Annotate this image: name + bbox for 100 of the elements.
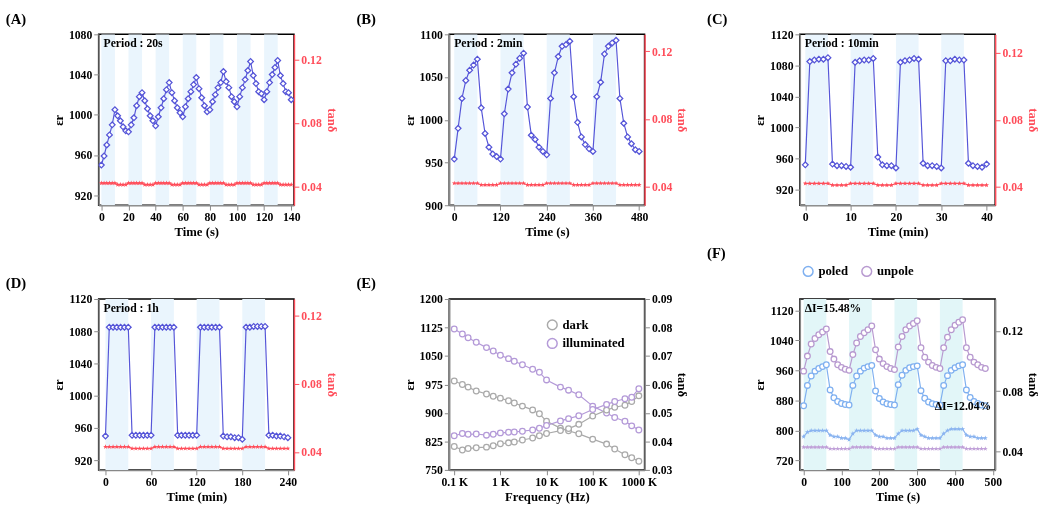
point xyxy=(853,372,861,380)
x-tick-label: 120 xyxy=(255,211,274,225)
point xyxy=(826,386,834,394)
y2-axis-title: tanδ xyxy=(1025,108,1040,133)
point xyxy=(902,326,910,334)
point xyxy=(945,428,950,433)
y-axis-title: εr xyxy=(51,114,66,126)
point xyxy=(983,160,991,168)
point xyxy=(589,147,597,155)
y2-axis-title: tanδ xyxy=(1025,372,1040,398)
x-tick-label: 0 xyxy=(98,211,105,225)
point xyxy=(962,386,970,394)
point xyxy=(462,77,470,84)
y-axis-title: εr xyxy=(402,114,417,126)
point xyxy=(801,434,807,439)
point xyxy=(894,381,902,389)
point xyxy=(936,365,944,372)
y-tick-label: 960 xyxy=(775,153,794,167)
point xyxy=(193,431,201,439)
point xyxy=(913,317,921,325)
point xyxy=(921,353,929,361)
x-axis-title: Time (s) xyxy=(525,225,570,240)
point xyxy=(801,161,809,169)
y-tick-label: 950 xyxy=(425,156,444,170)
y-tick-label: 1080 xyxy=(770,59,794,73)
x-axis-title: Time (s) xyxy=(875,489,921,504)
point xyxy=(933,162,941,170)
point xyxy=(550,69,558,77)
point xyxy=(937,164,945,172)
y-tick-label: 1200 xyxy=(419,293,444,307)
point xyxy=(856,333,864,341)
x-tick-label: 40 xyxy=(981,211,994,225)
x-tick-label: 480 xyxy=(630,211,649,225)
point xyxy=(959,361,967,369)
point xyxy=(975,435,981,441)
y2-tick-label: 0.12 xyxy=(1002,47,1024,61)
point xyxy=(466,66,474,74)
point xyxy=(868,362,876,369)
y-tick-label: 920 xyxy=(74,189,93,203)
point xyxy=(824,54,832,62)
point xyxy=(604,42,612,50)
legend-label: unpole xyxy=(877,264,915,279)
point xyxy=(830,394,838,402)
legend-label: illuminated xyxy=(562,336,625,351)
point xyxy=(847,163,855,171)
x-tick-label: 20 xyxy=(890,211,903,225)
y2-tick-label: 0.04 xyxy=(651,435,673,449)
point xyxy=(481,129,489,137)
y-tick-label: 960 xyxy=(74,149,93,163)
annotation: Period : 2min xyxy=(454,37,523,51)
point xyxy=(854,444,860,450)
point xyxy=(826,348,834,356)
point xyxy=(823,444,829,450)
point xyxy=(940,381,948,389)
y-tick-label: 1080 xyxy=(68,28,93,42)
y2-tick-label: 0.12 xyxy=(1002,325,1024,339)
point xyxy=(616,94,624,102)
point xyxy=(959,316,967,324)
point xyxy=(963,446,969,451)
y2-tick-label: 0.12 xyxy=(301,54,322,68)
y-tick-label: 1000 xyxy=(770,121,794,135)
y2-axis-title: tanδ xyxy=(324,372,339,398)
point xyxy=(473,55,481,63)
point xyxy=(845,366,853,374)
point xyxy=(485,143,493,151)
x-tick-label: 400 xyxy=(946,476,965,490)
x-tick-label: 100 xyxy=(228,211,247,225)
point xyxy=(960,444,966,450)
annotation: Period : 10min xyxy=(804,37,880,51)
point xyxy=(839,446,844,451)
point xyxy=(101,432,109,440)
point xyxy=(574,118,582,126)
y2-tick-label: 0.12 xyxy=(301,310,322,324)
point xyxy=(801,444,807,450)
y-tick-label: 1080 xyxy=(68,325,93,339)
y-axis-title: εr xyxy=(753,114,768,126)
y2-tick-label: 0.04 xyxy=(301,180,322,194)
x-tick-label: 100 K xyxy=(578,476,609,490)
chart-title: (C) xyxy=(707,10,728,28)
x-tick-label: 360 xyxy=(584,211,603,225)
y2-tick-label: 0.08 xyxy=(1002,114,1024,128)
point xyxy=(887,162,895,170)
point xyxy=(937,446,943,451)
x-tick-label: 20 xyxy=(123,211,135,225)
y2-tick-label: 0.04 xyxy=(301,446,322,460)
x-tick-label: 120 xyxy=(188,476,207,490)
point xyxy=(845,401,853,409)
x-axis-title: Time (min) xyxy=(867,225,929,240)
point xyxy=(979,446,984,451)
point xyxy=(940,344,948,352)
point xyxy=(960,426,966,432)
point xyxy=(967,446,973,451)
y-axis-title: εr xyxy=(402,379,417,391)
x-tick-label: 1 K xyxy=(491,476,511,490)
point xyxy=(910,428,916,433)
point xyxy=(803,381,811,389)
point xyxy=(948,426,954,432)
point xyxy=(872,387,880,395)
point xyxy=(527,131,535,139)
y2-tick-label: 0.08 xyxy=(651,113,673,127)
